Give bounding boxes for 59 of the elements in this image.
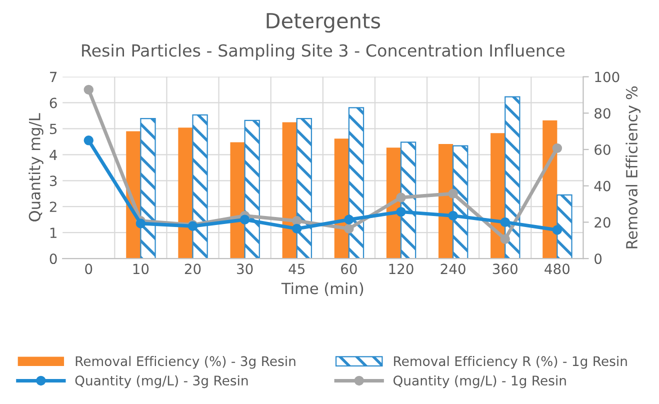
x-tick-label: 30 [237,264,253,274]
bar [504,96,520,259]
x-tick-label: 120 [389,264,414,274]
y2-tick-label: 60 [594,144,610,155]
bar [178,128,193,259]
y2-tick-label: 80 [594,108,610,119]
y2-tick-label: 0 [594,254,602,264]
y-tick-label: 0 [50,254,57,264]
x-tick-label: 45 [288,264,305,274]
x-axis-title: Time (min) [281,282,364,296]
y-tick-label: 4 [50,150,57,160]
point [344,224,354,234]
chart-title: Detergents [266,13,380,33]
x-tick-label: 360 [492,264,518,274]
bar [244,120,260,259]
legend-label: Quantity (mg/L) - 3g Resin [75,375,248,388]
x-tick-label: 20 [184,264,201,274]
y-tick-label: 1 [50,228,56,238]
point [396,192,406,202]
y-tick-label: 3 [50,176,57,186]
y-tick-label: 6 [50,98,57,108]
x-tick-label: 60 [341,264,357,274]
bar [296,118,312,259]
x-tick-label: 480 [544,264,570,274]
x-tick-label: 240 [440,264,466,274]
y2-tick-label: 40 [594,180,610,192]
point [292,224,302,234]
y-tick-label: 7 [50,72,57,82]
y-axis-title: Quantity mg/L [28,113,44,222]
point [552,225,562,235]
point [84,84,94,95]
y2-tick-label: 100 [595,72,620,82]
point [500,217,510,228]
point [84,136,94,146]
legend-label: Removal Efficiency (%) - 3g Resin [76,356,296,369]
bar [348,107,364,259]
point [240,214,250,224]
point [448,210,458,221]
legend-label: Removal Efficiency R (%) - 1g Resin [394,356,627,369]
y-tick-label: 5 [50,124,57,134]
point [552,143,562,154]
bar [192,114,208,259]
legend-label: Quantity (mg/L) - 1g Resin [393,375,566,388]
y2-axis-title: Removal Efficiency % [626,86,640,248]
bar [556,194,572,259]
x-tick-label: 10 [133,264,149,274]
chart-subtitle: Resin Particles - Sampling Site 3 - Concentration Influence [82,44,564,60]
y-tick-label: 2 [50,202,56,212]
point [136,218,146,228]
x-tick-label: 0 [85,264,92,274]
point [396,206,406,217]
point [292,216,302,226]
bar [140,118,156,259]
point [448,188,458,198]
y2-tick-label: 20 [594,217,610,228]
bar [230,142,245,259]
point [500,234,510,244]
point [344,214,354,224]
bar [400,142,416,259]
